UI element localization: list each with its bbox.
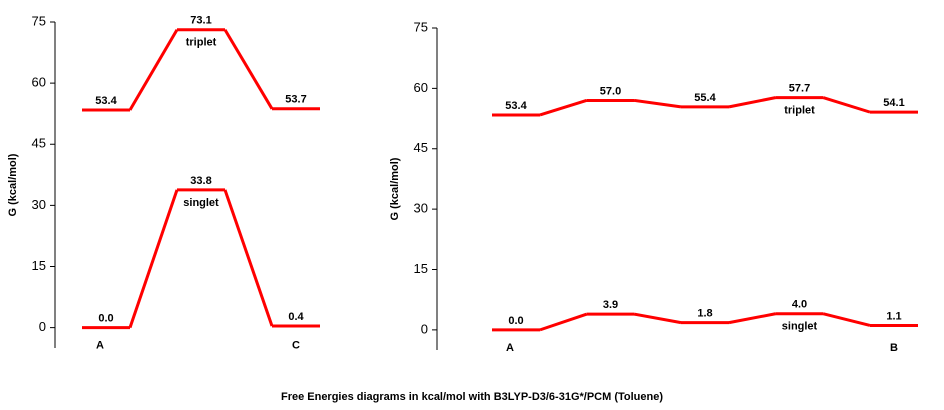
value-label: 1.1: [886, 310, 901, 322]
y-tick-label: 75: [414, 19, 428, 34]
series-label: singlet: [183, 197, 219, 209]
connector: [729, 98, 776, 107]
connector: [130, 30, 177, 110]
value-label: 0.0: [508, 315, 523, 327]
y-tick-label: 60: [32, 75, 46, 90]
value-label: 53.4: [505, 100, 527, 112]
value-label: 73.1: [190, 15, 211, 27]
y-tick-label: 45: [32, 136, 46, 151]
series-label: triplet: [784, 105, 815, 117]
series-label: triplet: [186, 37, 217, 49]
value-label: 0.4: [288, 311, 304, 323]
value-label: 57.7: [789, 83, 810, 95]
connector: [824, 314, 871, 326]
y-tick-label: 0: [39, 319, 46, 334]
connector: [540, 100, 587, 114]
value-label: 53.4: [95, 95, 117, 107]
value-label: 3.9: [603, 299, 618, 311]
value-label: 53.7: [285, 94, 306, 106]
y-axis-label: G (kcal/mol): [389, 157, 401, 220]
connector: [635, 314, 682, 322]
value-label: 57.0: [600, 85, 621, 97]
connector: [225, 190, 272, 326]
connector: [540, 314, 587, 330]
connector: [729, 314, 776, 323]
connector: [635, 100, 682, 106]
value-label: 33.8: [190, 175, 211, 187]
caption: Free Energies diagrams in kcal/mol with …: [281, 391, 663, 403]
page: Free Energies diagrams in kcal/mol with …: [0, 0, 944, 410]
y-tick-label: 15: [414, 261, 428, 276]
x-category-label: C: [292, 340, 300, 352]
y-tick-label: 75: [32, 13, 46, 28]
x-category-label: A: [506, 342, 514, 354]
y-tick-label: 30: [414, 201, 428, 216]
x-category-label: A: [96, 340, 104, 352]
value-label: 1.8: [697, 308, 712, 320]
connector: [824, 98, 871, 112]
value-label: 54.1: [883, 97, 904, 109]
y-tick-label: 45: [414, 140, 428, 155]
connector: [225, 30, 272, 109]
x-category-label: B: [890, 342, 898, 354]
y-axis-label: G (kcal/mol): [7, 153, 19, 216]
y-tick-label: 0: [421, 321, 428, 336]
value-label: 55.4: [694, 92, 716, 104]
value-label: 4.0: [792, 299, 807, 311]
chart: Free Energies diagrams in kcal/mol with …: [0, 0, 944, 410]
series-label: singlet: [782, 321, 818, 333]
y-tick-label: 15: [32, 258, 46, 273]
y-tick-label: 60: [414, 80, 428, 95]
connector: [130, 190, 177, 328]
y-tick-label: 30: [32, 197, 46, 212]
value-label: 0.0: [98, 313, 113, 325]
